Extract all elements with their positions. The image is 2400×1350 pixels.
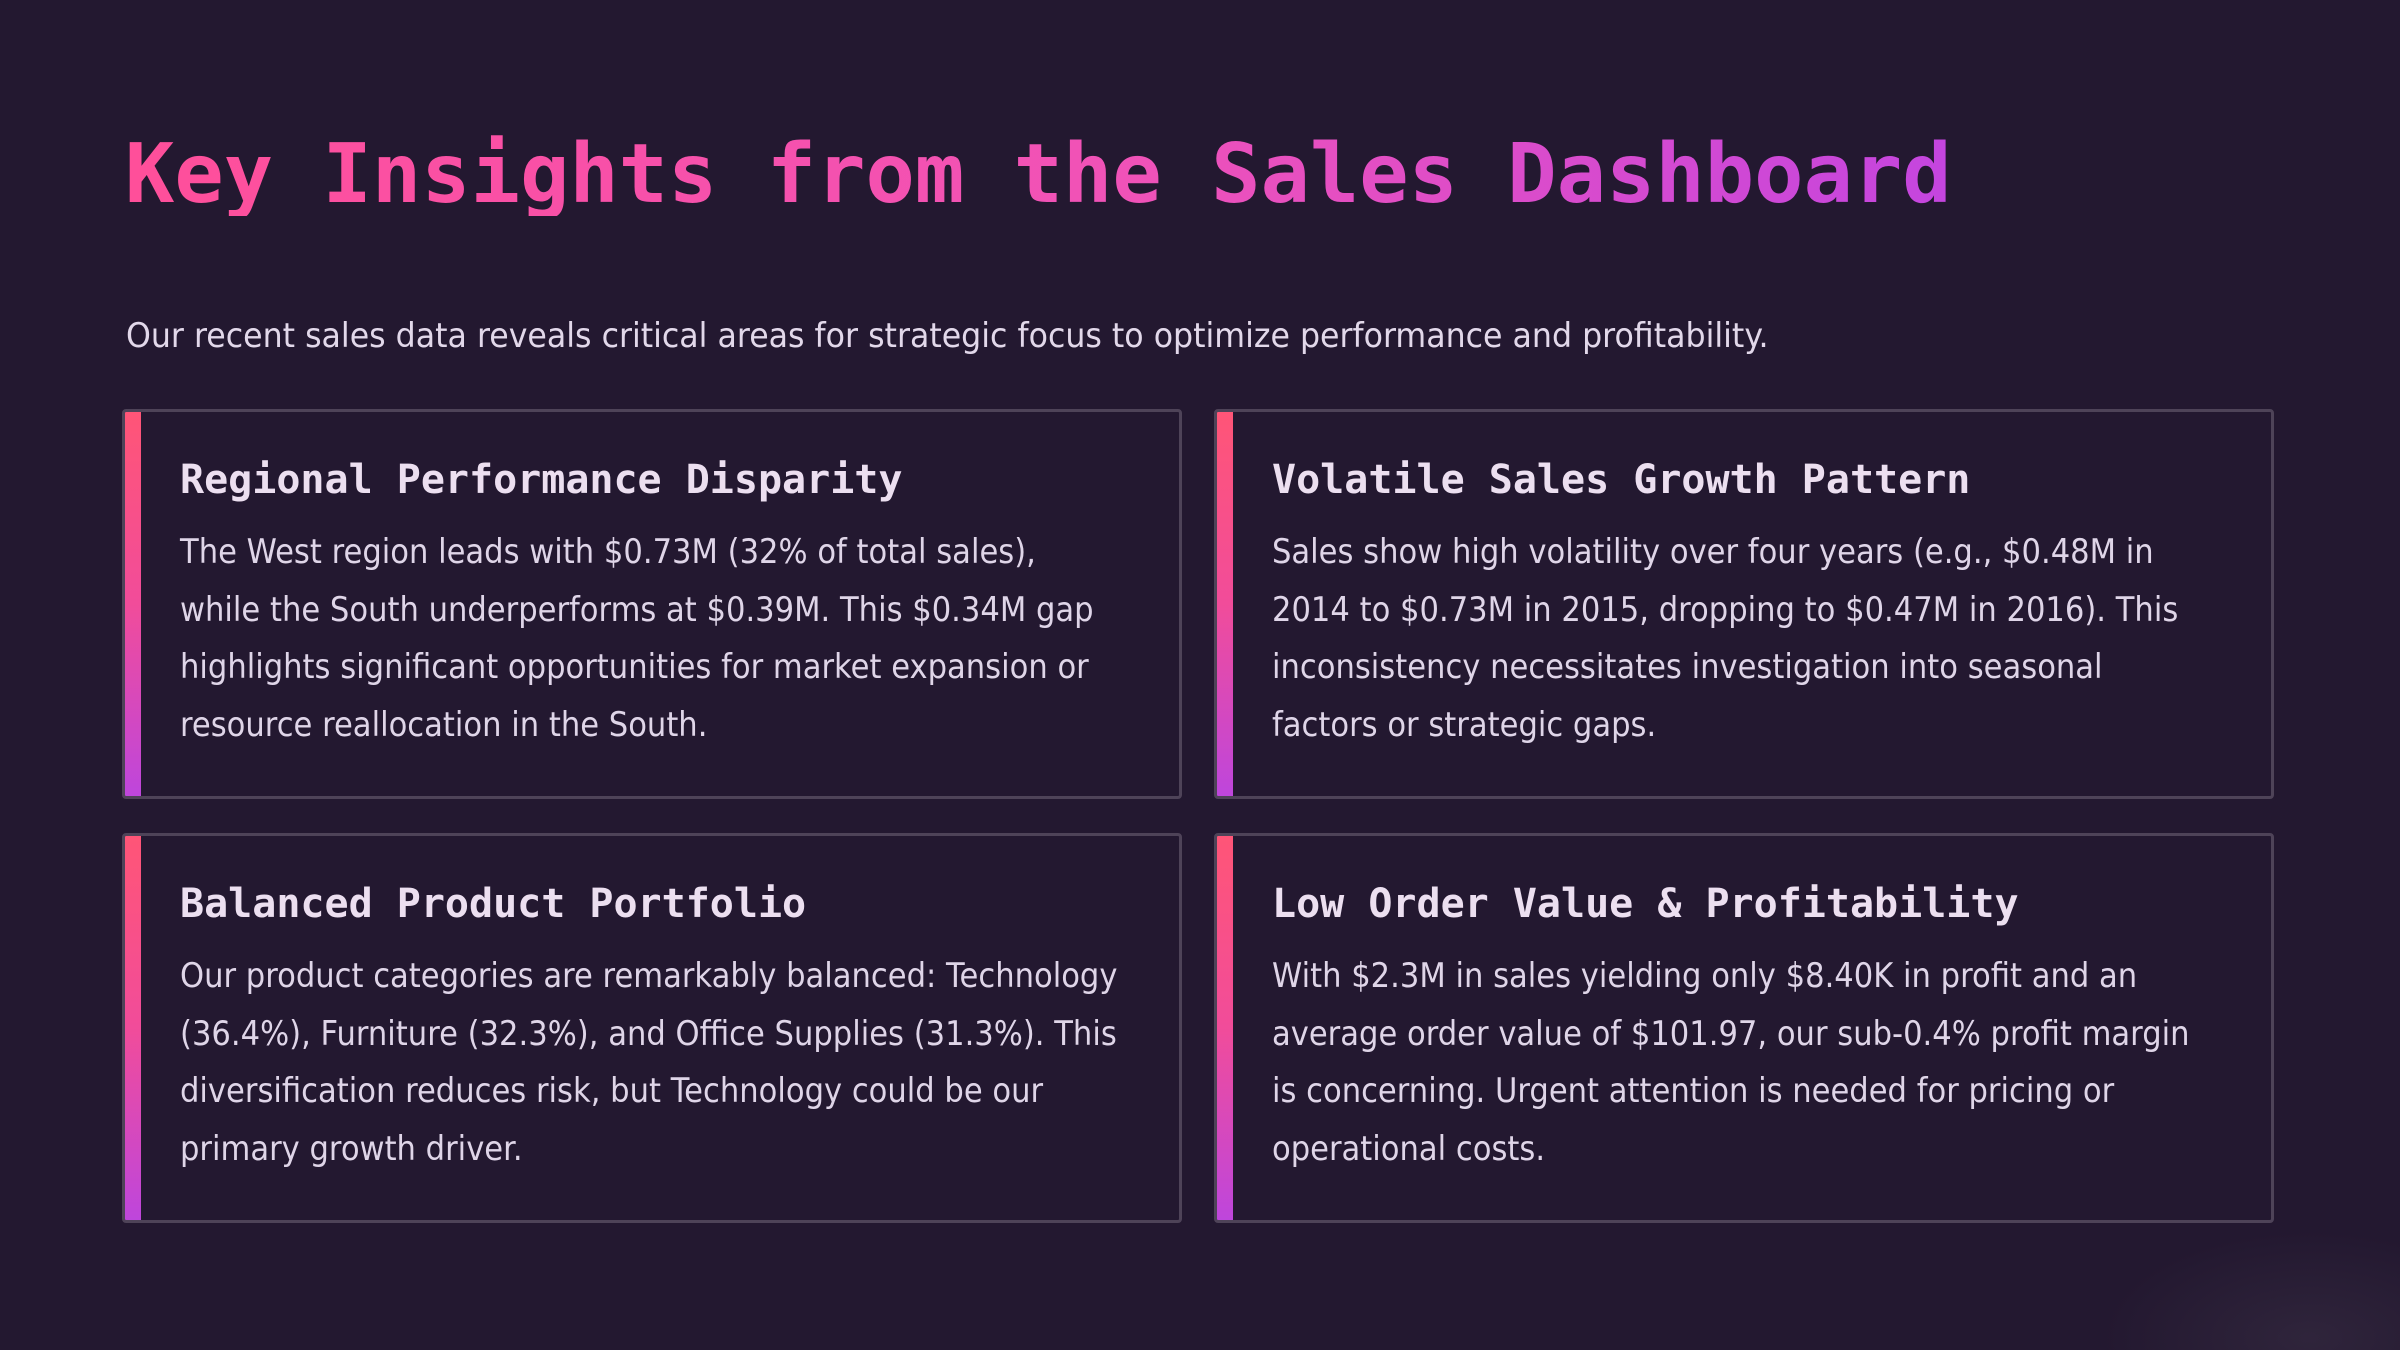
page-subtitle: Our recent sales data reveals critical a… [126, 316, 1769, 356]
card-title: Regional Performance Disparity [180, 457, 903, 503]
card-title: Volatile Sales Growth Pattern [1272, 457, 1971, 503]
card-body: With $2.3M in sales yielding only $8.40K… [1272, 956, 2190, 1169]
insight-card-regional: Regional Performance Disparity The West … [122, 409, 1182, 799]
card-accent-bar [1217, 836, 1233, 1220]
card-title: Balanced Product Portfolio [180, 881, 807, 927]
page-title: Key Insights from the Sales Dashboard [125, 127, 1952, 222]
card-body: Our product categories are remarkably ba… [180, 956, 1118, 1169]
insight-cards-grid: Regional Performance Disparity The West … [122, 409, 2274, 1223]
insight-card-profitability: Low Order Value & Profitability With $2.… [1214, 833, 2274, 1223]
card-body: Sales show high volatility over four yea… [1272, 532, 2179, 745]
card-accent-bar [125, 836, 141, 1220]
card-accent-bar [1217, 412, 1233, 796]
insight-card-portfolio: Balanced Product Portfolio Our product c… [122, 833, 1182, 1223]
card-accent-bar [125, 412, 141, 796]
card-title: Low Order Value & Profitability [1272, 881, 2019, 927]
insight-card-growth: Volatile Sales Growth Pattern Sales show… [1214, 409, 2274, 799]
corner-glow [2100, 1230, 2400, 1350]
card-body: The West region leads with $0.73M (32% o… [180, 532, 1094, 745]
